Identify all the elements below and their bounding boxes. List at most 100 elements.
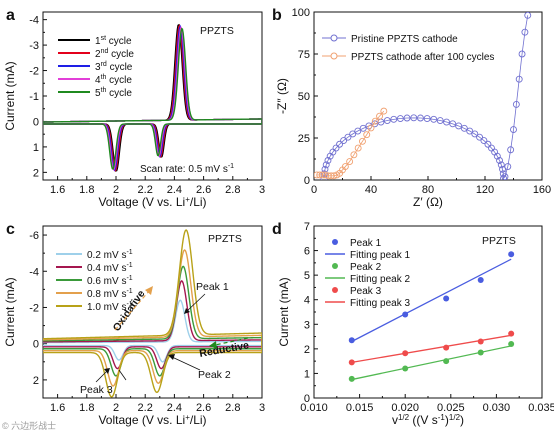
pristine-point [436,117,444,124]
y-tick-label: -1 [29,91,39,103]
legend-label: Pristine PPZTS cathode [351,34,458,45]
cv-curve-rate-4 [43,249,262,387]
data-point-peak-1 [443,295,450,302]
legend-label: Peak 1 [350,238,382,249]
oxidative-arrow [114,289,151,331]
x-tick-label: 1.6 [50,184,65,196]
pristine-point [476,133,484,141]
cv-curve-rate-2 [43,279,262,370]
pristine-point [493,152,501,160]
y-tick-label: 2 [33,167,39,179]
y-tick-label: 3 [304,319,310,331]
x-axis-label: Voltage (V vs. Li+/Li) [98,195,206,209]
legend-marker [330,34,338,42]
x-tick-label: 0.015 [346,402,374,414]
x-axis-label: v1/2 ((V s-1)1/2) [392,413,464,427]
pristine-point [359,124,367,132]
x-tick-label: 2.8 [225,184,240,196]
cycled-point [341,163,349,171]
x-tick-label: 0.030 [483,402,511,414]
pristine-point [340,137,348,145]
cycled-point [330,172,338,180]
legend-marker [332,263,338,269]
data-point-peak-2 [443,358,450,365]
cycled-point [346,158,354,165]
x-tick-label: 1.8 [79,402,94,414]
panel-d: d 0.010 0.015 0.020 0.025 0.030 0.035 0 1 2 3 4 5 6 7 P… [272,221,554,427]
x-axis-label: Z′ (Ω) [413,195,443,209]
legend-label: 3rd cycle [95,61,133,73]
x-tick-label: 3 [259,184,265,196]
x-tick-label: 2.8 [225,402,240,414]
pristine-point [521,28,529,36]
pristine-point [510,126,517,134]
legend-label: 0.4 mV s-1 [87,262,133,274]
fit-line-3 [351,334,512,364]
sample-tag: PPZTS [208,233,242,245]
cycled-point [376,112,383,120]
sample-tag: PPZTS [482,235,516,247]
watermark: © 六边形战士 [2,421,57,431]
pristine-point [344,133,352,141]
y-tick-label: 1 [304,368,310,380]
x-tick-label: 1.6 [50,402,65,414]
y-tick-label: -2 [29,66,39,78]
pristine-point [322,161,330,169]
y-tick-label: 4 [304,295,310,307]
pristine-point [524,12,532,19]
panel-label-a: a [6,7,15,24]
cycled-point [367,124,375,132]
x-tick-label: 1.8 [79,184,94,196]
pristine-point [484,140,492,148]
x-tick-label: 2.2 [138,402,153,414]
pristine-point [396,115,404,122]
reductive-arrowhead [209,341,217,349]
y-tick-label: 25 [298,133,310,145]
pristine-point [466,127,474,135]
cycled-point [363,131,371,139]
x-tick-label: 0 [311,184,317,196]
fit-line-2 [351,345,512,381]
cycled-point [354,144,362,152]
annotation-peak-1: Peak 1 [196,281,229,293]
pristine-point [403,114,411,122]
data-point-peak-3 [348,359,355,366]
legend-label: Fitting peak 3 [350,298,410,309]
y-tick-label: 0 [33,116,39,128]
y-tick-label: -6 [29,230,39,242]
x-tick-label: 2.6 [196,402,211,414]
x-tick-label: 2 [113,184,119,196]
y-tick-label: -4 [29,266,39,278]
y-tick-label: 0 [304,393,310,405]
plot-frame [42,11,263,181]
cv-curves [43,229,262,398]
fit-line-1 [351,258,512,343]
x-tick-label: 2.2 [138,184,153,196]
legend-marker [330,52,338,60]
cycled-point [371,117,379,125]
x-tick-label: 160 [533,184,551,196]
pristine-point [518,50,526,58]
x-axis-label: Voltage (V vs. Li+/Li) [98,413,206,427]
scan-rate-note: Scan rate: 0.5 mV s-1 [140,163,234,175]
pristine-point [371,120,379,128]
cv-curve-2 [43,23,262,172]
y-tick-label: 1 [33,142,39,154]
data-point-peak-2 [348,375,355,382]
y-tick-label: 100 [292,7,310,19]
sample-tag: PPZTS [200,25,234,37]
legend-label: 1st cycle [95,35,132,47]
pristine-point [430,115,438,123]
y-tick-label: -3 [29,40,39,52]
y-tick-label: 2 [304,344,310,356]
pristine-point [499,165,506,173]
pristine-point [497,161,505,169]
cv-curves [43,23,262,172]
pristine-point [504,163,512,171]
pristine-point [383,117,391,124]
y-tick-label: 50 [298,91,310,103]
y-axis-label: Current (mA) [277,277,291,346]
peak-1-arrow [185,293,206,313]
